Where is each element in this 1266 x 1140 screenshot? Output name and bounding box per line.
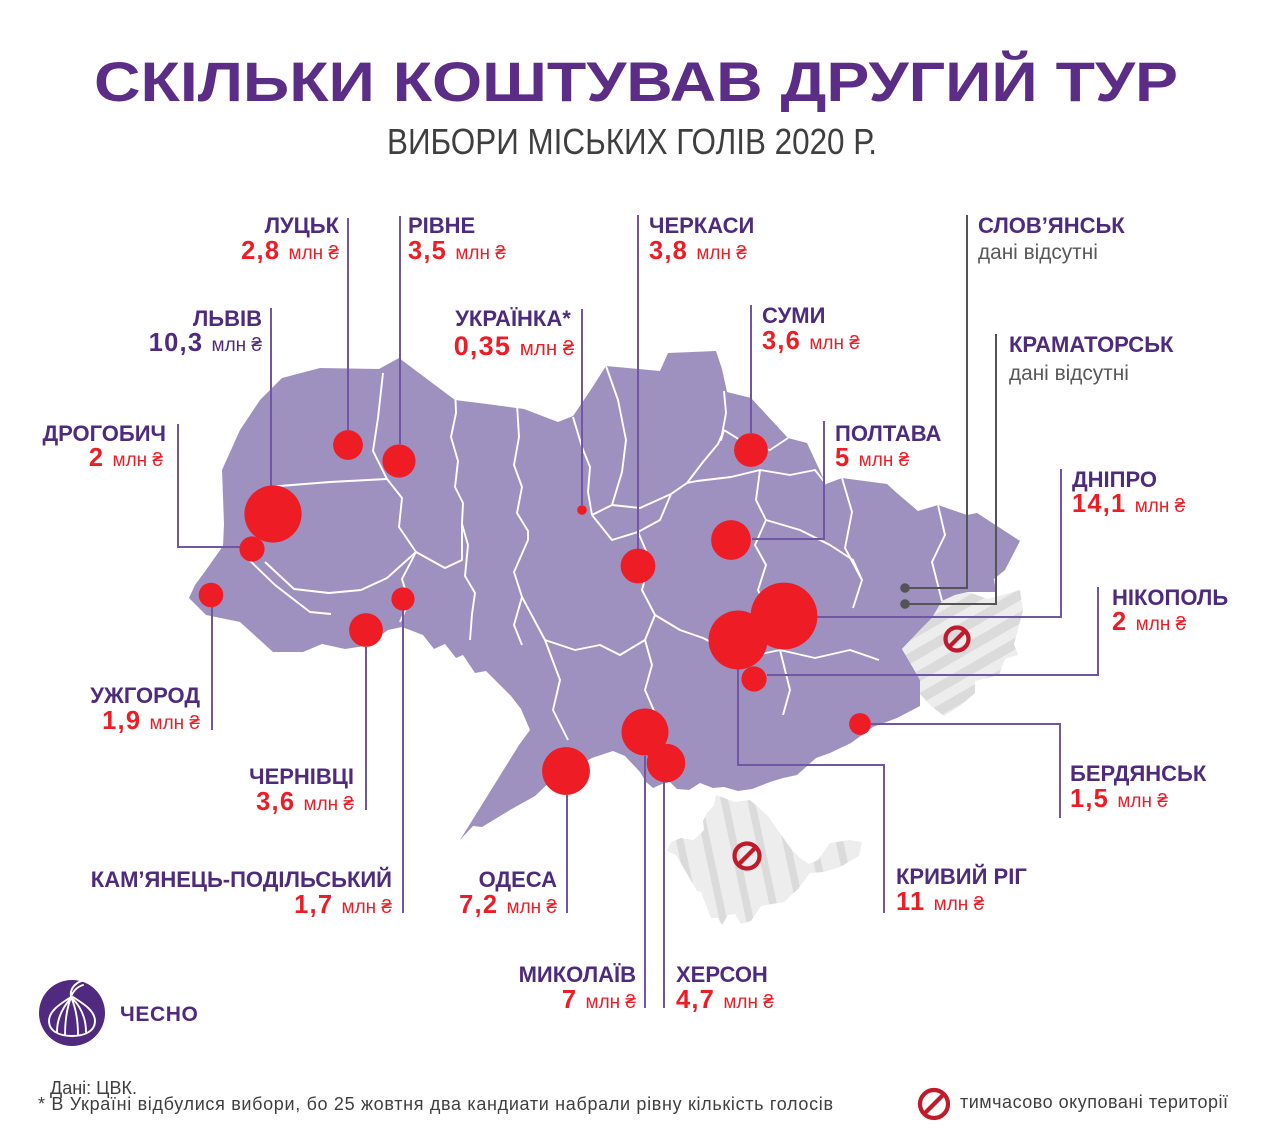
svg-text:1,7 млн ₴: 1,7 млн ₴ [294, 891, 392, 919]
svg-text:дані відсутні: дані відсутні [1009, 362, 1129, 385]
svg-text:Дані: ЦВК.: Дані: ЦВК. [50, 1078, 137, 1098]
svg-text:3,5 млн ₴: 3,5 млн ₴ [408, 237, 506, 265]
svg-text:3,6 млн ₴: 3,6 млн ₴ [762, 327, 860, 355]
svg-text:2 млн ₴: 2 млн ₴ [1112, 608, 1187, 636]
svg-text:0,35 млн ₴: 0,35 млн ₴ [454, 331, 575, 361]
svg-text:5 млн ₴: 5 млн ₴ [835, 444, 910, 472]
svg-text:ЧЕРНІВЦІ: ЧЕРНІВЦІ [249, 764, 354, 789]
svg-text:ЛЬВІВ: ЛЬВІВ [193, 306, 262, 331]
svg-text:ЧЕРКАСИ: ЧЕРКАСИ [649, 213, 754, 238]
svg-text:ДРОГОБИЧ: ДРОГОБИЧ [42, 421, 166, 446]
svg-text:КАМ’ЯНЕЦЬ-ПОДІЛЬСЬКИЙ: КАМ’ЯНЕЦЬ-ПОДІЛЬСЬКИЙ [91, 867, 392, 892]
svg-text:1,5 млн ₴: 1,5 млн ₴ [1070, 785, 1168, 813]
svg-text:ЧЕСНО: ЧЕСНО [120, 1003, 198, 1026]
svg-text:СЛОВ’ЯНСЬК: СЛОВ’ЯНСЬК [978, 213, 1125, 238]
svg-text:ПОЛТАВА: ПОЛТАВА [835, 421, 942, 446]
svg-text:ХЕРСОН: ХЕРСОН [676, 962, 768, 987]
svg-text:БЕРДЯНСЬК: БЕРДЯНСЬК [1070, 761, 1207, 786]
svg-text:тимчасово окуповані території: тимчасово окуповані території [960, 1092, 1228, 1112]
svg-text:7,2 млн ₴: 7,2 млн ₴ [459, 891, 557, 919]
svg-text:дані відсутні: дані відсутні [978, 241, 1098, 264]
svg-text:УКРАЇНКА*: УКРАЇНКА* [455, 306, 571, 331]
svg-text:КРАМАТОРСЬК: КРАМАТОРСЬК [1009, 332, 1174, 357]
svg-text:* В Україні відбулися вибори,: * В Україні відбулися вибори, бо 25 жовт… [38, 1094, 833, 1114]
svg-text:УЖГОРОД: УЖГОРОД [90, 683, 200, 708]
svg-text:ОДЕСА: ОДЕСА [479, 867, 558, 892]
svg-text:СКІЛЬКИ КОШТУВАВ ДРУГИЙ ТУР: СКІЛЬКИ КОШТУВАВ ДРУГИЙ ТУР [94, 50, 1178, 113]
svg-text:1,9 млн ₴: 1,9 млн ₴ [102, 707, 200, 735]
svg-text:14,1 млн ₴: 14,1 млн ₴ [1072, 490, 1186, 518]
svg-text:ВИБОРИ МІСЬКИХ ГОЛІВ 2020 Р.: ВИБОРИ МІСЬКИХ ГОЛІВ 2020 Р. [387, 121, 877, 162]
svg-text:3,6 млн ₴: 3,6 млн ₴ [256, 788, 354, 816]
svg-text:4,7 млн ₴: 4,7 млн ₴ [676, 986, 774, 1014]
svg-text:2,8 млн ₴: 2,8 млн ₴ [241, 237, 339, 265]
svg-text:3,8 млн ₴: 3,8 млн ₴ [649, 237, 747, 265]
svg-text:КРИВИЙ РІГ: КРИВИЙ РІГ [896, 864, 1027, 889]
svg-text:11 млн ₴: 11 млн ₴ [896, 888, 985, 916]
svg-text:10,3 млн ₴: 10,3 млн ₴ [149, 329, 263, 357]
svg-text:МИКОЛАЇВ: МИКОЛАЇВ [519, 962, 636, 987]
svg-text:2 млн ₴: 2 млн ₴ [89, 444, 164, 472]
svg-text:7 млн ₴: 7 млн ₴ [562, 986, 637, 1014]
svg-text:ЛУЦЬК: ЛУЦЬК [265, 213, 340, 238]
svg-text:НІКОПОЛЬ: НІКОПОЛЬ [1112, 585, 1228, 610]
svg-text:СУМИ: СУМИ [762, 303, 825, 328]
svg-text:ДНІПРО: ДНІПРО [1072, 467, 1157, 492]
svg-text:РІВНЕ: РІВНЕ [408, 213, 475, 238]
